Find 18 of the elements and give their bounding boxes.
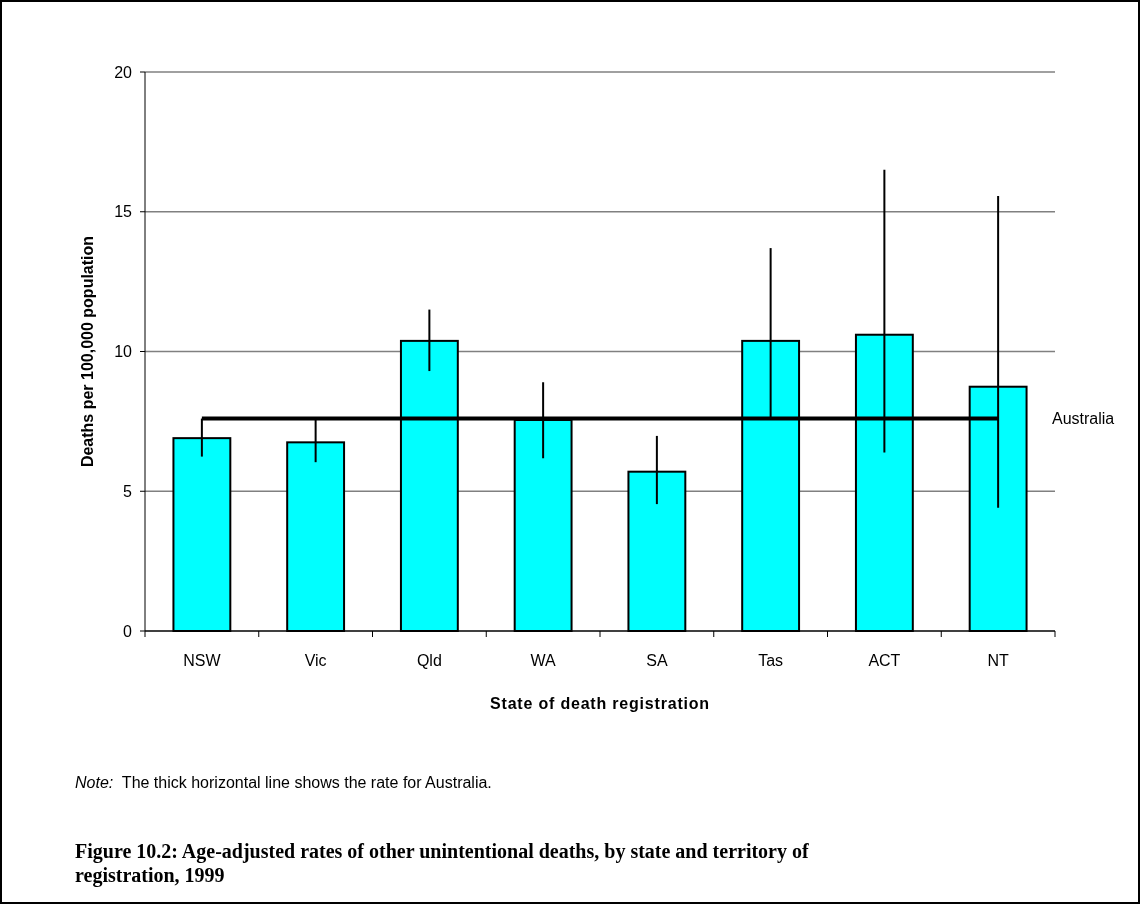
y-tick-label: 20: [114, 63, 133, 81]
x-tick-label: NT: [987, 652, 1010, 669]
y-tick-label: 0: [123, 622, 133, 640]
x-tick-label: Qld: [416, 652, 442, 669]
y-tick-label: 5: [123, 482, 133, 500]
y-axis-title: Deaths per 100,000 population: [79, 235, 96, 468]
x-tick-label: ACT: [868, 652, 901, 669]
y-tick-label: 15: [114, 203, 133, 221]
text: Figure 10.2: Age-adjusted rates of other unintentional deaths, by state and territory of registration, 1999: [75, 840, 809, 887]
x-axis-title: State of death registration: [490, 695, 710, 712]
x-tick-label: Vic: [304, 652, 327, 669]
x-tick-label: Tas: [758, 652, 784, 669]
ref-line-label: Australia: [1052, 410, 1115, 428]
x-tick-label: SA: [646, 652, 668, 669]
y-tick-label: 10: [114, 343, 133, 361]
x-tick-label: WA: [530, 652, 557, 669]
x-tick-label: NSW: [183, 652, 222, 669]
text: Note: The thick horizontal line shows the rate for Australia.: [75, 774, 492, 791]
